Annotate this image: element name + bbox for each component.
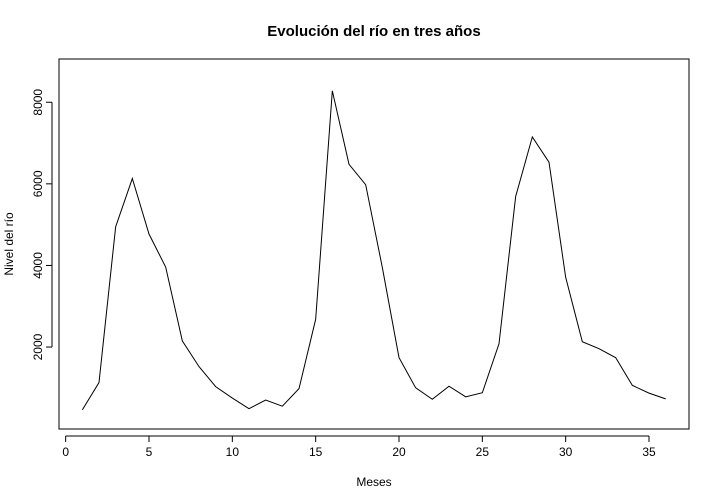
chart-title: Evolución del río en tres años bbox=[267, 23, 480, 40]
x-tick-label: 15 bbox=[309, 445, 323, 459]
plot-frame bbox=[58, 58, 690, 430]
series-line bbox=[81, 90, 666, 411]
y-tick-label: 4000 bbox=[31, 252, 45, 279]
x-tick-label: 5 bbox=[146, 445, 153, 459]
y-axis: 2000 4000 6000 8000 bbox=[31, 89, 53, 360]
y-axis-label: Nivel del río bbox=[2, 212, 16, 276]
x-tick-label: 35 bbox=[642, 445, 656, 459]
x-tick-label: 0 bbox=[62, 445, 69, 459]
x-tick-label: 25 bbox=[476, 445, 490, 459]
y-tick-label: 6000 bbox=[31, 170, 45, 197]
x-tick-label: 10 bbox=[226, 445, 240, 459]
x-tick-label: 20 bbox=[392, 445, 406, 459]
x-axis-label: Meses bbox=[356, 475, 391, 489]
y-tick-label: 8000 bbox=[31, 89, 45, 116]
x-tick-label: 30 bbox=[559, 445, 573, 459]
y-tick-label: 2000 bbox=[31, 333, 45, 360]
x-axis: 0 5 10 15 20 25 30 35 bbox=[62, 435, 656, 459]
